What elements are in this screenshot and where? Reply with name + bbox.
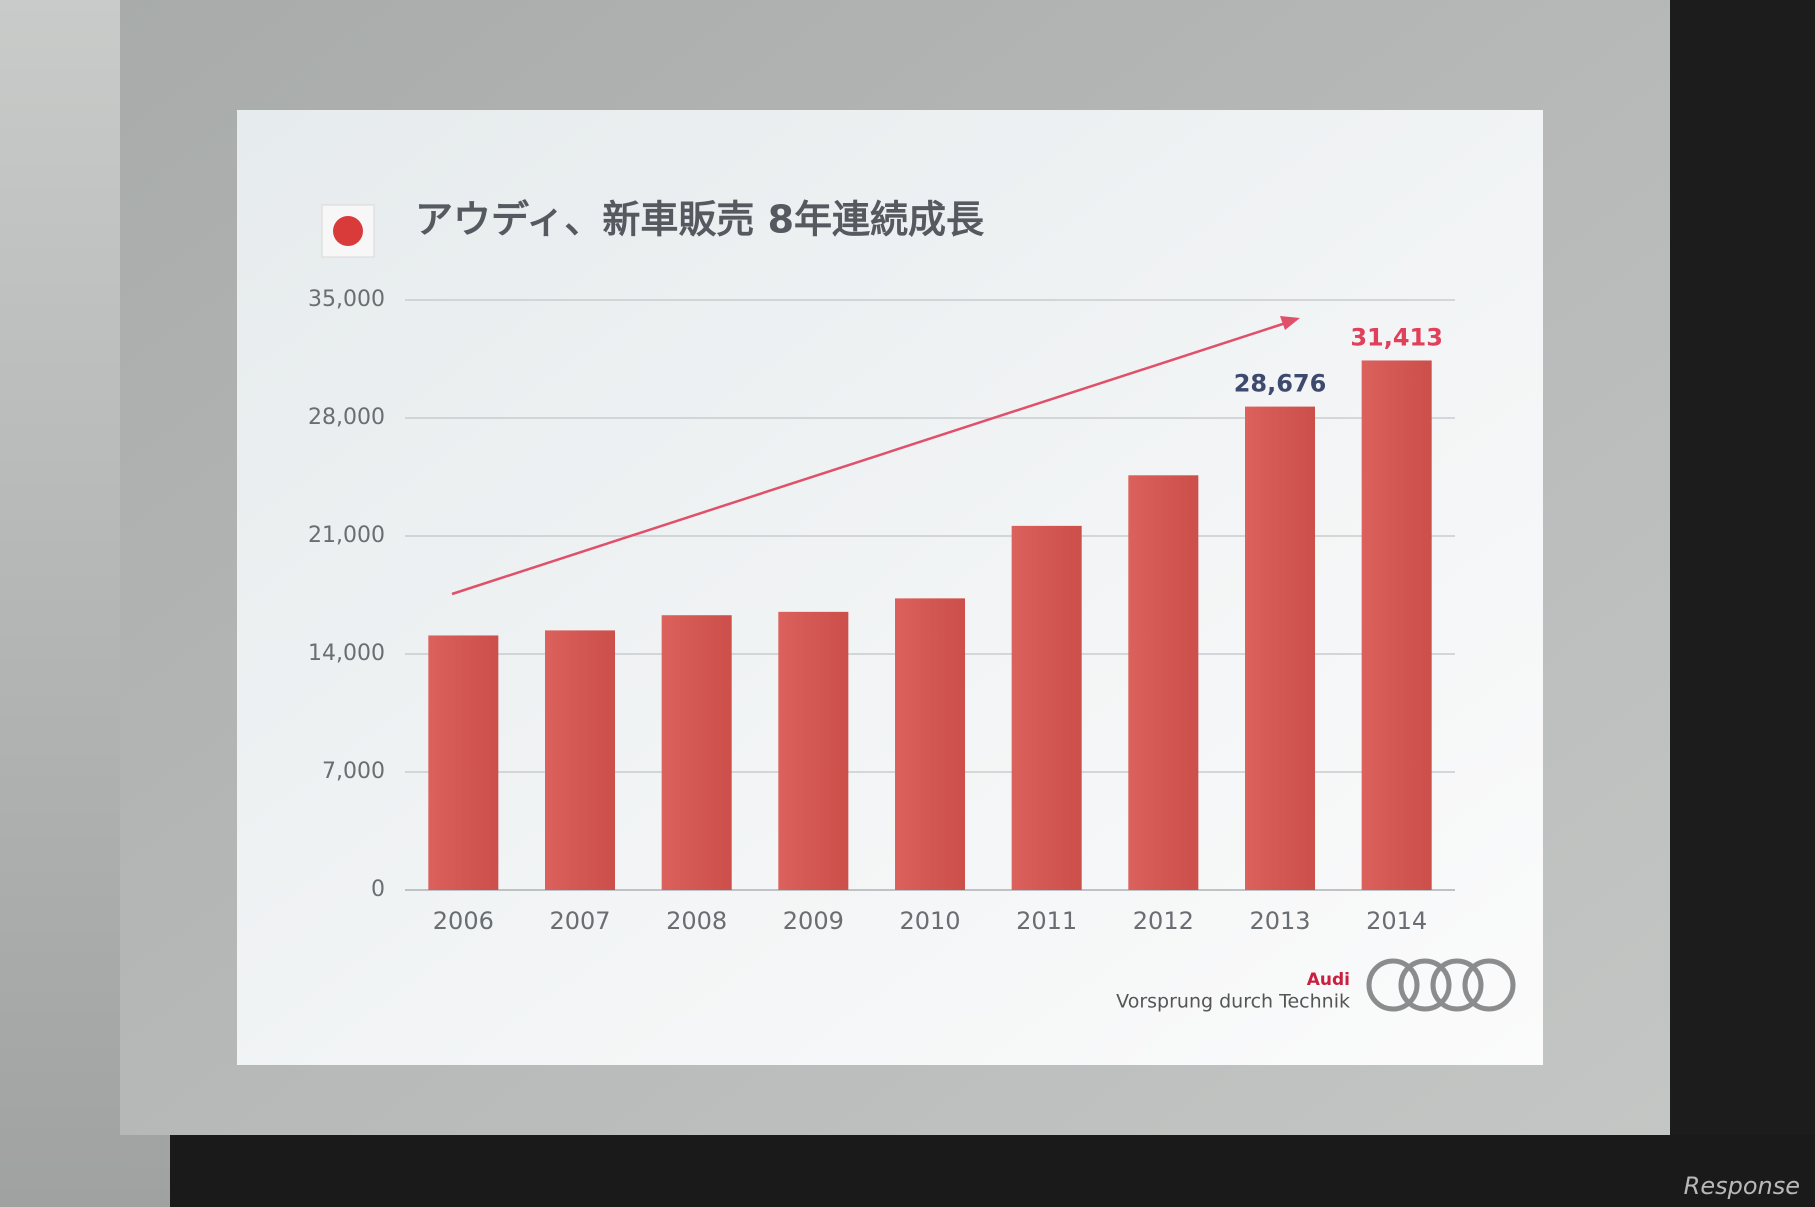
watermark: Response [1684,1172,1800,1200]
bar-shade [1245,406,1315,890]
bar-shade [545,630,615,890]
plot: 0 7,000 14,000 21,000 28,000 35,000 2006 2007 20… [308,287,1455,935]
dark-wall [1650,0,1815,1207]
value-label: 31,413 [1350,323,1443,351]
x-tick-label: 2013 [1249,907,1310,935]
x-tick-label: 2006 [433,907,494,935]
trend-arrow [451,318,1296,596]
flag [321,204,375,258]
flag-disc [333,216,363,246]
trend-arrow-head [1280,316,1300,330]
x-tick-label: 2007 [549,907,610,935]
x-tick-label: 2014 [1366,907,1427,935]
brand-rings [1366,958,1516,1012]
x-tick-label: 2011 [1016,907,1077,935]
bar-shade [1128,475,1199,890]
y-tick-label: 0 [371,877,385,902]
y-tick-label: 21,000 [308,523,385,548]
x-tick-label: 2010 [899,907,960,935]
x-tick-label: 2009 [783,907,844,935]
brand-name: Audi [1307,970,1350,990]
x-tick-label: 2008 [666,907,727,935]
brand-slogan: Vorsprung durch Technik [1116,991,1350,1013]
bar-shade [895,598,965,890]
floor-shadow [170,1135,1815,1207]
bar-shade [428,635,499,890]
y-tick-label: 28,000 [308,405,385,430]
bar-shade [778,611,849,890]
bar-shade [1361,360,1432,891]
value-label: 28,676 [1234,370,1327,398]
slide [237,110,1543,1065]
x-tick-label: 2012 [1133,907,1194,935]
y-tick-label: 35,000 [308,287,385,312]
y-tick-label: 7,000 [322,759,385,784]
bar-shade [661,615,732,890]
chart-title: アウディ、新車販売 8年連続成長 [415,198,985,242]
y-tick-label: 14,000 [308,641,385,666]
bar-shade [1011,525,1082,890]
